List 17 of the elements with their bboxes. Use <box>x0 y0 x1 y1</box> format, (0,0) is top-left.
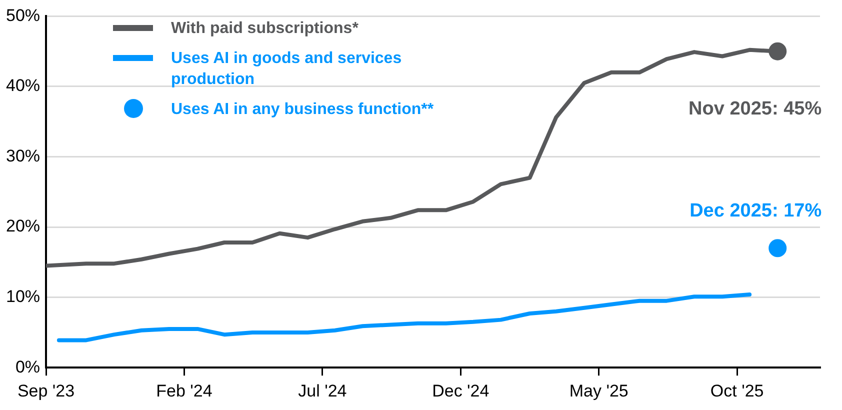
x-tick-label: Dec '24 <box>432 381 490 400</box>
y-tick-label: 30% <box>6 146 40 166</box>
y-tick-label: 20% <box>6 216 40 236</box>
annotation: Dec 2025: 17% <box>690 200 822 222</box>
x-tick-label: Feb '24 <box>156 381 212 400</box>
y-tick-label: 0% <box>15 357 40 376</box>
legend-label: With paid subscriptions* <box>171 19 358 39</box>
y-tick-label: 40% <box>6 76 40 96</box>
x-tick-label: Oct '25 <box>710 381 764 400</box>
y-tick-label: 50% <box>6 6 40 25</box>
legend-label: Uses AI in any business function** <box>171 100 434 120</box>
x-tick-label: Jul '24 <box>298 381 347 400</box>
legend-label: Uses AI in goods and services production <box>171 49 403 90</box>
x-tick-label: Sep '23 <box>17 381 75 400</box>
annotation: Nov 2025: 45% <box>688 98 822 120</box>
y-tick-label: 10% <box>6 287 40 306</box>
x-tick-label: May '25 <box>569 381 628 400</box>
